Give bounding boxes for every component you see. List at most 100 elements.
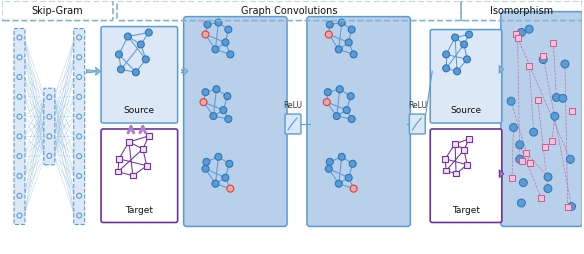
Circle shape <box>17 173 22 179</box>
Circle shape <box>47 114 52 119</box>
Bar <box>540 53 546 59</box>
Circle shape <box>225 26 232 33</box>
Circle shape <box>17 154 22 159</box>
Circle shape <box>517 199 526 207</box>
Circle shape <box>77 75 82 80</box>
Circle shape <box>461 41 468 48</box>
Circle shape <box>220 107 227 114</box>
Circle shape <box>464 56 471 63</box>
Circle shape <box>17 193 22 198</box>
Bar <box>443 168 449 173</box>
FancyBboxPatch shape <box>501 12 582 227</box>
Circle shape <box>213 86 220 93</box>
Circle shape <box>350 185 357 192</box>
Bar <box>527 160 533 166</box>
Circle shape <box>77 193 82 198</box>
Bar <box>526 63 532 69</box>
Circle shape <box>17 114 22 119</box>
Bar <box>453 141 458 147</box>
Text: Target: Target <box>126 205 154 215</box>
Circle shape <box>530 128 538 136</box>
FancyBboxPatch shape <box>285 114 301 134</box>
Bar <box>126 139 131 145</box>
Circle shape <box>324 99 331 106</box>
Circle shape <box>47 95 52 100</box>
Circle shape <box>345 39 352 46</box>
Bar <box>140 146 145 152</box>
Text: Isomorphism: Isomorphism <box>490 6 553 16</box>
Circle shape <box>326 158 333 165</box>
Circle shape <box>222 39 229 46</box>
FancyBboxPatch shape <box>74 28 85 225</box>
Circle shape <box>336 86 343 93</box>
Circle shape <box>544 185 552 193</box>
Circle shape <box>561 60 569 68</box>
Bar <box>146 133 151 139</box>
FancyBboxPatch shape <box>430 29 502 123</box>
Circle shape <box>200 99 207 106</box>
Circle shape <box>348 26 355 33</box>
Circle shape <box>210 113 217 120</box>
Circle shape <box>465 31 472 38</box>
Circle shape <box>17 134 22 139</box>
Circle shape <box>77 94 82 99</box>
Circle shape <box>224 93 231 100</box>
Circle shape <box>17 213 22 218</box>
Circle shape <box>17 94 22 99</box>
Circle shape <box>568 203 575 211</box>
Circle shape <box>552 93 561 101</box>
Circle shape <box>215 19 222 26</box>
Text: Target: Target <box>452 205 480 215</box>
Circle shape <box>326 21 333 28</box>
Circle shape <box>77 55 82 60</box>
Bar <box>513 31 519 37</box>
Circle shape <box>343 107 350 114</box>
Circle shape <box>204 21 211 28</box>
Circle shape <box>517 28 526 36</box>
FancyBboxPatch shape <box>430 129 502 223</box>
Circle shape <box>202 89 209 96</box>
Bar <box>519 158 524 164</box>
Circle shape <box>17 35 22 40</box>
Bar <box>515 35 520 41</box>
Circle shape <box>325 165 332 172</box>
Circle shape <box>117 66 124 73</box>
Circle shape <box>227 51 234 58</box>
Circle shape <box>202 31 209 38</box>
Circle shape <box>137 41 144 48</box>
Circle shape <box>347 93 354 100</box>
Circle shape <box>17 55 22 60</box>
Circle shape <box>350 51 357 58</box>
Circle shape <box>333 113 340 120</box>
Circle shape <box>345 174 352 181</box>
Text: ReLU: ReLU <box>283 101 303 110</box>
Bar <box>461 147 467 153</box>
Bar <box>538 196 544 201</box>
Circle shape <box>348 116 355 122</box>
Circle shape <box>509 123 517 132</box>
Text: Source: Source <box>450 106 482 115</box>
FancyBboxPatch shape <box>101 129 178 223</box>
Circle shape <box>544 173 552 181</box>
Circle shape <box>215 153 222 160</box>
Circle shape <box>559 94 566 102</box>
Circle shape <box>443 65 450 72</box>
Bar <box>535 97 541 103</box>
FancyBboxPatch shape <box>307 17 411 227</box>
FancyBboxPatch shape <box>409 114 425 134</box>
Circle shape <box>226 160 233 167</box>
Circle shape <box>338 19 345 26</box>
Bar <box>509 175 515 181</box>
FancyBboxPatch shape <box>183 17 287 227</box>
Circle shape <box>47 153 52 158</box>
Circle shape <box>77 213 82 218</box>
Circle shape <box>566 155 574 163</box>
Circle shape <box>338 153 345 160</box>
Bar <box>464 162 470 168</box>
Circle shape <box>516 141 524 149</box>
Circle shape <box>145 29 152 36</box>
Text: Source: Source <box>124 106 155 115</box>
Circle shape <box>539 56 547 64</box>
Circle shape <box>77 114 82 119</box>
Circle shape <box>77 154 82 159</box>
